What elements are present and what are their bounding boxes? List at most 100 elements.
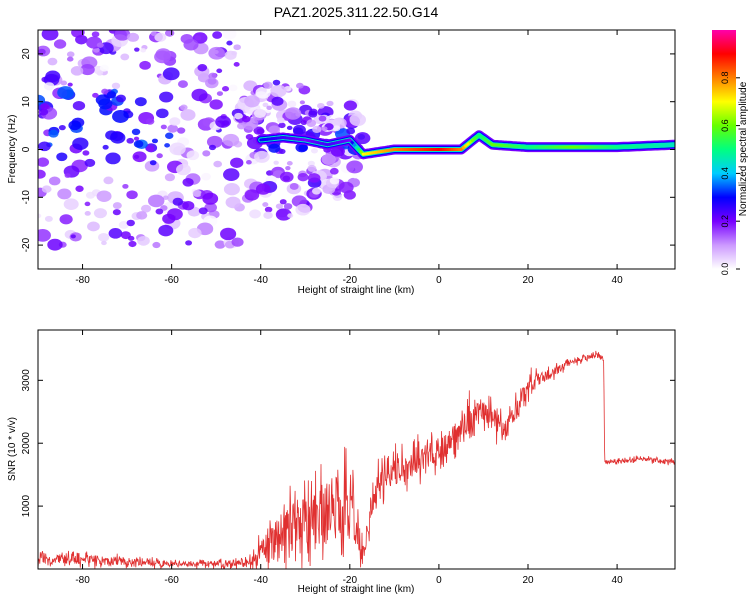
spectrogram-blob (307, 160, 315, 167)
spectrogram-blob (38, 169, 46, 179)
spectrogram-blob (177, 80, 188, 88)
spectrogram-blob (330, 145, 345, 157)
spectrogram-blob (102, 144, 109, 150)
spectrogram-y-ticks: -20 -10 0 10 20 (21, 48, 675, 252)
spectrogram-blob (98, 98, 113, 110)
spectrogram-blob (272, 79, 281, 86)
spectrogram-blob (140, 204, 152, 213)
spectrogram-blob (233, 62, 240, 67)
spectrogram-blob (126, 190, 138, 200)
spectrogram-blob (297, 172, 309, 182)
spectrogram-blob (99, 64, 109, 72)
spectrogram-blob (150, 31, 157, 37)
colorbar-tick-label: 0.4 (720, 167, 730, 180)
spectrogram-blob (38, 108, 49, 116)
spectrogram-blob (216, 68, 223, 74)
spectrogram-blob (38, 141, 51, 152)
spectrogram-blob (284, 107, 302, 120)
spectrogram-blob (223, 168, 240, 181)
spectrogram-blob (191, 88, 208, 102)
snr-y-ticks: 1000 2000 3000 (21, 369, 675, 517)
spectrogram-blob (118, 221, 129, 229)
spectrogram-blob (255, 183, 271, 195)
spectrogram-blob (206, 135, 223, 148)
spectrogram-blob (139, 60, 151, 70)
spectrogram-blob (237, 122, 246, 130)
spectrogram-blob (223, 183, 240, 196)
spectrogram-blob (215, 115, 231, 128)
spectrogram-blob (268, 143, 281, 153)
snr-x-tick-label: -60 (164, 575, 179, 586)
spectrogram-blob (317, 102, 325, 109)
spectrogram-blob (67, 82, 73, 87)
snr-x-tick-label: 0 (436, 575, 442, 586)
spectrogram-blob (159, 91, 174, 103)
spectrogram-blob (72, 137, 89, 150)
spectrogram-blob (44, 215, 53, 222)
spectrogram-blob (58, 124, 66, 131)
spectrogram-blob (346, 160, 363, 174)
colorbar-gradient (712, 30, 736, 269)
spectrogram-blob (208, 72, 217, 80)
spectrogram-blob (263, 81, 273, 89)
colorbar-tick-label: 0.8 (720, 72, 730, 85)
spectrogram-blob (287, 100, 297, 108)
spectrogram-blob (164, 173, 175, 182)
spectrogram-blob (158, 224, 174, 237)
spectrogram-blob (47, 57, 58, 66)
spectrogram-blob (165, 132, 174, 139)
spectrogram-blob (48, 176, 61, 186)
spectrogram-panel: -80 -60 -40 -20 0 20 40 -20 -10 0 10 20 Height of … (7, 29, 676, 296)
spectrogram-blobs (38, 30, 371, 251)
spectrogram-blob (63, 198, 79, 210)
spectrogram-blob (231, 237, 244, 247)
spectrogram-blob (287, 213, 294, 218)
snr-x-ticks: -80 -60 -40 -20 0 20 40 (75, 330, 623, 586)
spectrogram-x-tick-label: -80 (75, 275, 90, 286)
spectrogram-x-tick-label: -20 (343, 275, 358, 286)
colorbar-tick-label: 0.6 (720, 119, 730, 132)
colorbar-ticks: 0.0 0.2 0.4 0.6 0.8 (720, 72, 740, 275)
spectrogram-blob (289, 183, 299, 190)
snr-plot-area (38, 330, 675, 569)
spectrogram-blob (112, 110, 129, 123)
spectrogram-blob (307, 164, 317, 172)
spectrogram-blob (266, 105, 273, 110)
spectrogram-blob (156, 153, 163, 159)
spectrogram-blob (164, 143, 171, 148)
spectrogram-blob (346, 127, 356, 135)
spectrogram-blob (38, 213, 42, 219)
spectrogram-blob (72, 100, 86, 111)
spectrogram-blob (202, 150, 211, 157)
spectrogram-blob (126, 219, 135, 227)
spectrogram-blob (115, 94, 126, 103)
spectrogram-x-tick-label: 20 (522, 275, 534, 286)
spectrogram-blob (134, 97, 147, 107)
spectrogram-blob (154, 32, 167, 42)
spectrogram-blob (245, 160, 252, 165)
spectrogram-blob (254, 150, 270, 163)
spectrogram-blob (306, 119, 317, 127)
spectrogram-blob (292, 124, 306, 135)
spectrogram-blob (145, 118, 155, 125)
spectrogram-blob (279, 171, 294, 183)
spectrogram-blob (244, 95, 260, 108)
spectrogram-blob (155, 108, 169, 119)
spectrogram-blob (264, 206, 273, 213)
snr-y-tick-label: 2000 (21, 432, 32, 455)
spectrogram-blob (75, 185, 84, 192)
spectrogram-blob (202, 192, 219, 205)
spectrogram-blob (84, 201, 91, 207)
spectrogram-blob (38, 48, 46, 55)
spectrogram-blob (321, 153, 336, 165)
spectrogram-blob (87, 221, 100, 232)
spectrogram-blob (147, 194, 165, 208)
spectrogram-blob (38, 94, 46, 106)
spectrogram-blob (70, 234, 76, 239)
spectrogram-blob (154, 50, 171, 64)
spectrogram-blob (188, 227, 202, 239)
spectrogram-blob (201, 172, 212, 181)
spectrogram-blob (162, 195, 169, 200)
spectrogram-blob (213, 49, 219, 55)
spectrogram-blob (59, 214, 73, 225)
